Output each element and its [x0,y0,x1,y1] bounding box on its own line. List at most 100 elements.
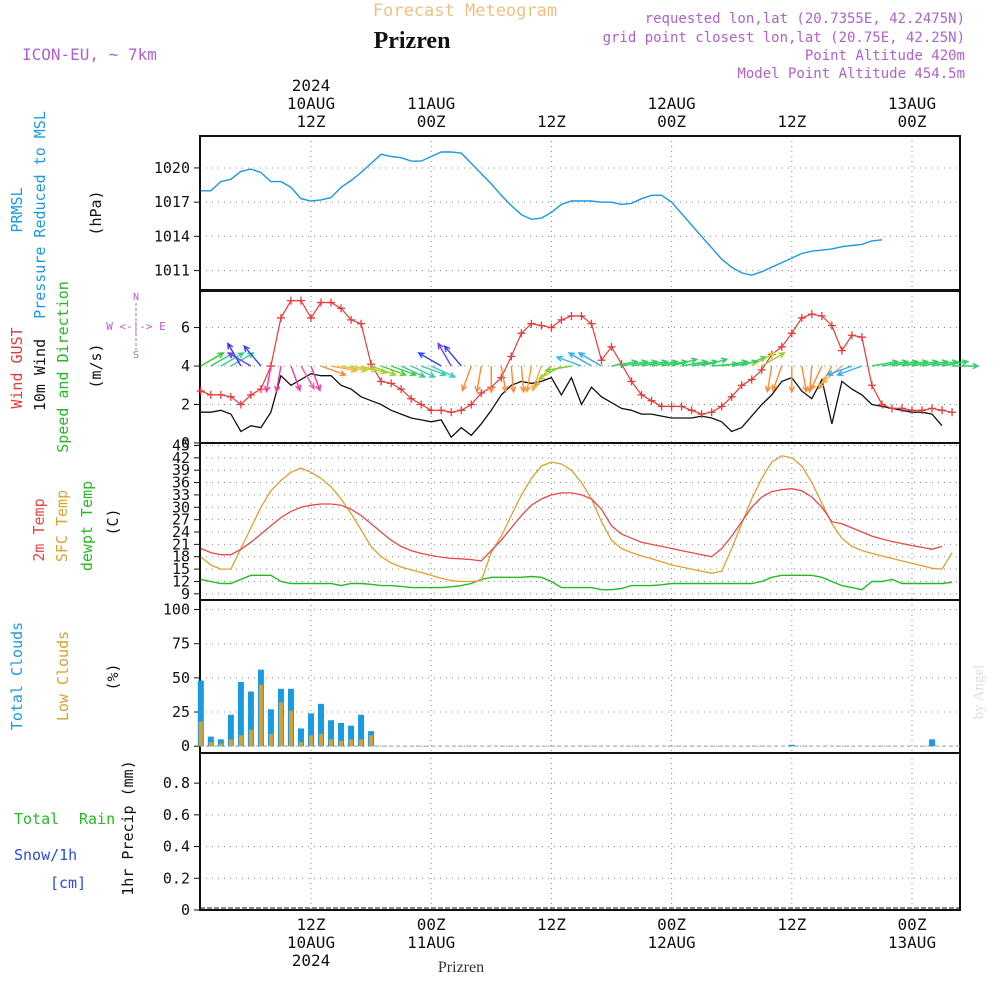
gust-marker [577,312,586,321]
gust-marker [236,400,245,409]
wind-direction-arrow [430,365,457,378]
gust-marker [867,381,876,390]
footer-location: Prizren [438,959,484,976]
label-hpa: (hPa) [87,190,105,235]
ytick-label: 4 [181,357,190,375]
wind-direction-arrow [567,352,592,367]
ytick-label: 18 [172,548,190,566]
label-low-clouds: Low Clouds [54,631,72,721]
gust-marker [427,406,436,415]
ytick-label: 39 [172,461,190,479]
low-cloud-bar [329,739,334,747]
ytick-label: 27 [172,511,190,529]
gust-marker [477,388,486,397]
wind-direction-arrow [437,342,452,367]
top-axis-label: 12Z [777,112,806,131]
gust-marker [837,346,846,355]
label-sfc-temp: SFC Temp [53,490,71,562]
bottom-axis-label: 00Z [898,915,927,934]
gust-marker [647,396,656,405]
low-cloud-bar [228,739,233,747]
prmsl-line [200,151,883,276]
gust-marker [327,298,336,307]
gust-marker [527,319,536,328]
total-cloud-bar [318,703,325,747]
ytick-label: 9 [181,585,190,603]
ytick-label: 33 [172,486,190,504]
temp-2m-line [200,488,943,562]
gust-marker [948,408,957,417]
gust-marker [337,304,346,313]
ytick-label: 2 [181,396,190,414]
gust-marker [897,404,906,413]
label-ms: (m/s) [87,343,105,388]
wind-direction-arrow [941,359,970,367]
gust-marker [196,387,205,396]
gust-marker [307,313,315,322]
gust-marker [587,319,596,328]
low-cloud-bar [258,684,263,747]
wind-direction-arrow [243,344,262,367]
wind-direction-arrow [474,365,482,394]
low-cloud-bar [278,702,283,747]
ytick-label: 1014 [154,227,190,245]
gust-marker [847,331,856,340]
ytick-label: 0.2 [163,869,190,887]
low-cloud-bar [208,742,213,747]
total-cloud-bar [227,714,234,747]
low-cloud-bar [349,739,354,747]
bottom-axis-label: 12AUG [648,933,696,952]
gust-marker [697,410,706,419]
wind-direction-arrow [200,352,225,367]
wind-direction-arrow [555,355,582,367]
wind-direction-arrow [380,365,407,377]
model-altitude: Model Point Altitude 454.5m [737,66,965,82]
wind-direction-arrow [264,365,272,394]
gust-marker [417,400,426,409]
bottom-axis-label: 13AUG [888,933,936,952]
wind-direction-arrow [952,362,980,370]
wind-direction-arrow [788,366,796,394]
label-wind-gust: Wind GUST [8,327,26,408]
clouds-panel: 0 25 50 75 100 [163,599,961,755]
total-cloud-bar [267,709,274,747]
gust-marker [687,406,696,415]
bottom-axis-label: 10AUG [287,933,335,952]
wind-direction-arrow [577,352,602,367]
ytick-label: 15 [172,560,190,578]
wind-direction-arrow [290,365,302,393]
wind-direction-arrow [488,366,495,394]
gust-marker [537,321,546,330]
gust-marker [667,402,676,411]
gust-marker [457,406,466,415]
label-percent: (%) [104,663,122,690]
bottom-axis-label: 11AUG [407,933,455,952]
wind-direction-arrow [524,365,533,394]
model-label: ICON-EU, ~ 7km [22,45,157,64]
total-cloud-bar [297,728,304,747]
point-altitude: Point Altitude 420m [805,48,965,64]
gust-marker [918,406,927,415]
bottom-axis-label: 2024 [292,951,331,970]
ytick-label: 25 [172,703,190,721]
gust-marker [737,381,746,390]
low-cloud-bar [238,735,243,747]
wind-direction-arrow [400,365,427,378]
top-axis-label: 10AUG [287,94,335,113]
gust-marker [357,319,366,328]
wind-gust-line [200,300,953,415]
wind-direction-arrow [417,352,442,367]
compass-rose: N W <-|-> E S [106,292,166,361]
gust-marker [717,402,726,411]
low-cloud-bar [268,733,273,747]
top-axis-label: 00Z [657,112,686,131]
gust-marker [797,313,806,322]
ytick-label: 0 [181,901,190,919]
label-dewpt-temp: dewpt Temp [78,481,96,571]
wind-direction-arrow [764,365,773,394]
compass-we: W <-|-> E [106,320,166,333]
bottom-axis-label: 12Z [777,915,806,934]
top-axis-label: 12Z [537,112,566,131]
gust-marker [757,365,766,374]
